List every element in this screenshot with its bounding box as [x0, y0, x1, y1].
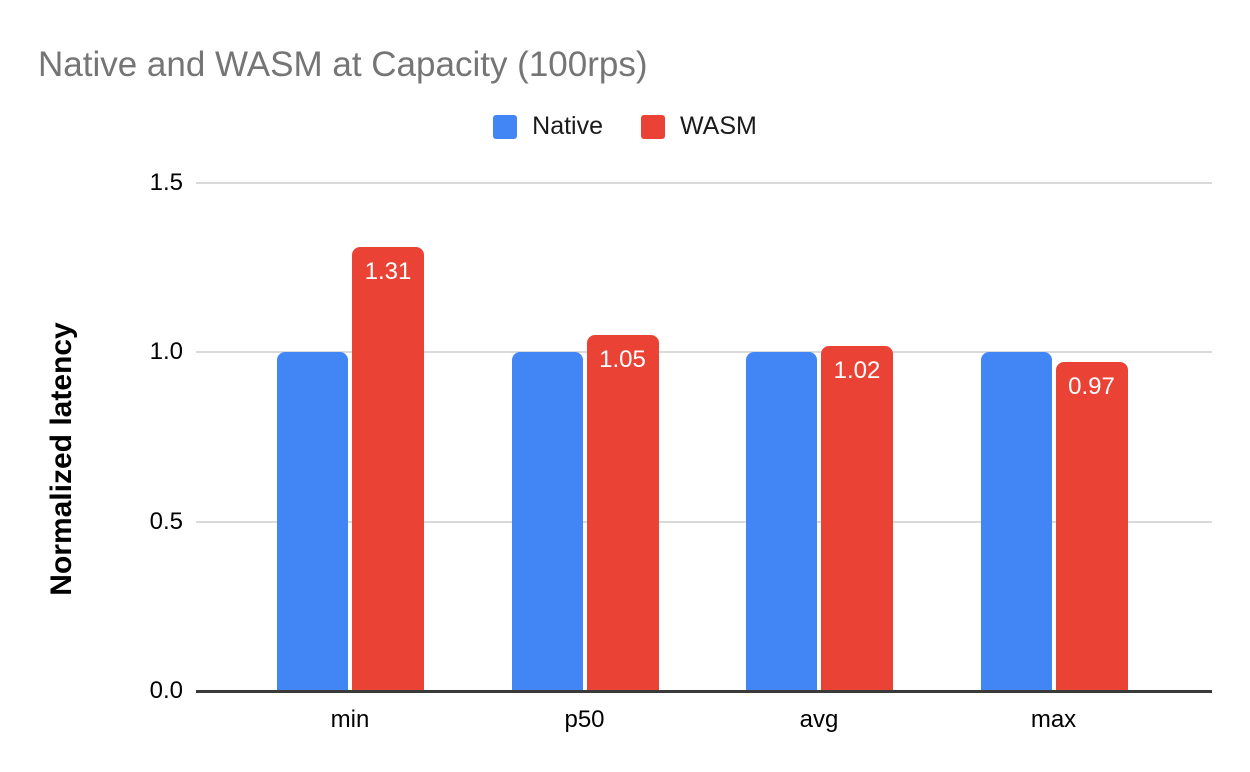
- y-tick-label-1.5: 1.5: [149, 169, 183, 196]
- x-tick-label-max: max: [1030, 706, 1077, 733]
- legend-label: WASM: [680, 112, 757, 140]
- value-label-wasm-p50: 1.05: [599, 346, 646, 374]
- gridline-0.5: [196, 520, 1212, 523]
- bar-native-avg: [746, 352, 817, 691]
- bar-native-p50: [511, 352, 583, 691]
- gridline-1.0: [196, 351, 1212, 354]
- gridline-1.5: [196, 182, 1212, 184]
- legend-item-wasm: WASM: [641, 112, 757, 141]
- y-tick-label-1.0: 1.0: [149, 338, 183, 366]
- bar-wasm-max: [1055, 362, 1128, 691]
- bar-wasm-avg: [821, 345, 893, 691]
- bar-wasm-p50: [586, 335, 659, 691]
- legend: Native WASM: [0, 112, 1250, 141]
- value-label-wasm-avg: 1.02: [833, 356, 881, 384]
- bar-native-max: [980, 352, 1052, 691]
- legend-item-native: Native: [493, 112, 603, 141]
- chart-title: Native and WASM at Capacity (100rps): [38, 45, 648, 84]
- y-tick-label-0.5: 0.5: [149, 507, 183, 535]
- legend-label: Native: [532, 112, 604, 140]
- legend-swatch-native: [493, 114, 518, 139]
- y-tick-label-0.0: 0.0: [149, 677, 183, 704]
- x-axis-line: [196, 689, 1212, 693]
- x-tick-label-p50: p50: [564, 706, 605, 733]
- bar-native-min: [277, 352, 348, 691]
- x-tick-label-avg: avg: [799, 706, 839, 733]
- bar-wasm-min: [352, 247, 424, 691]
- x-tick-label-min: min: [330, 706, 370, 733]
- value-label-wasm-max: 0.97: [1068, 373, 1115, 401]
- value-label-wasm-min: 1.31: [364, 258, 412, 286]
- legend-swatch-wasm: [641, 114, 666, 139]
